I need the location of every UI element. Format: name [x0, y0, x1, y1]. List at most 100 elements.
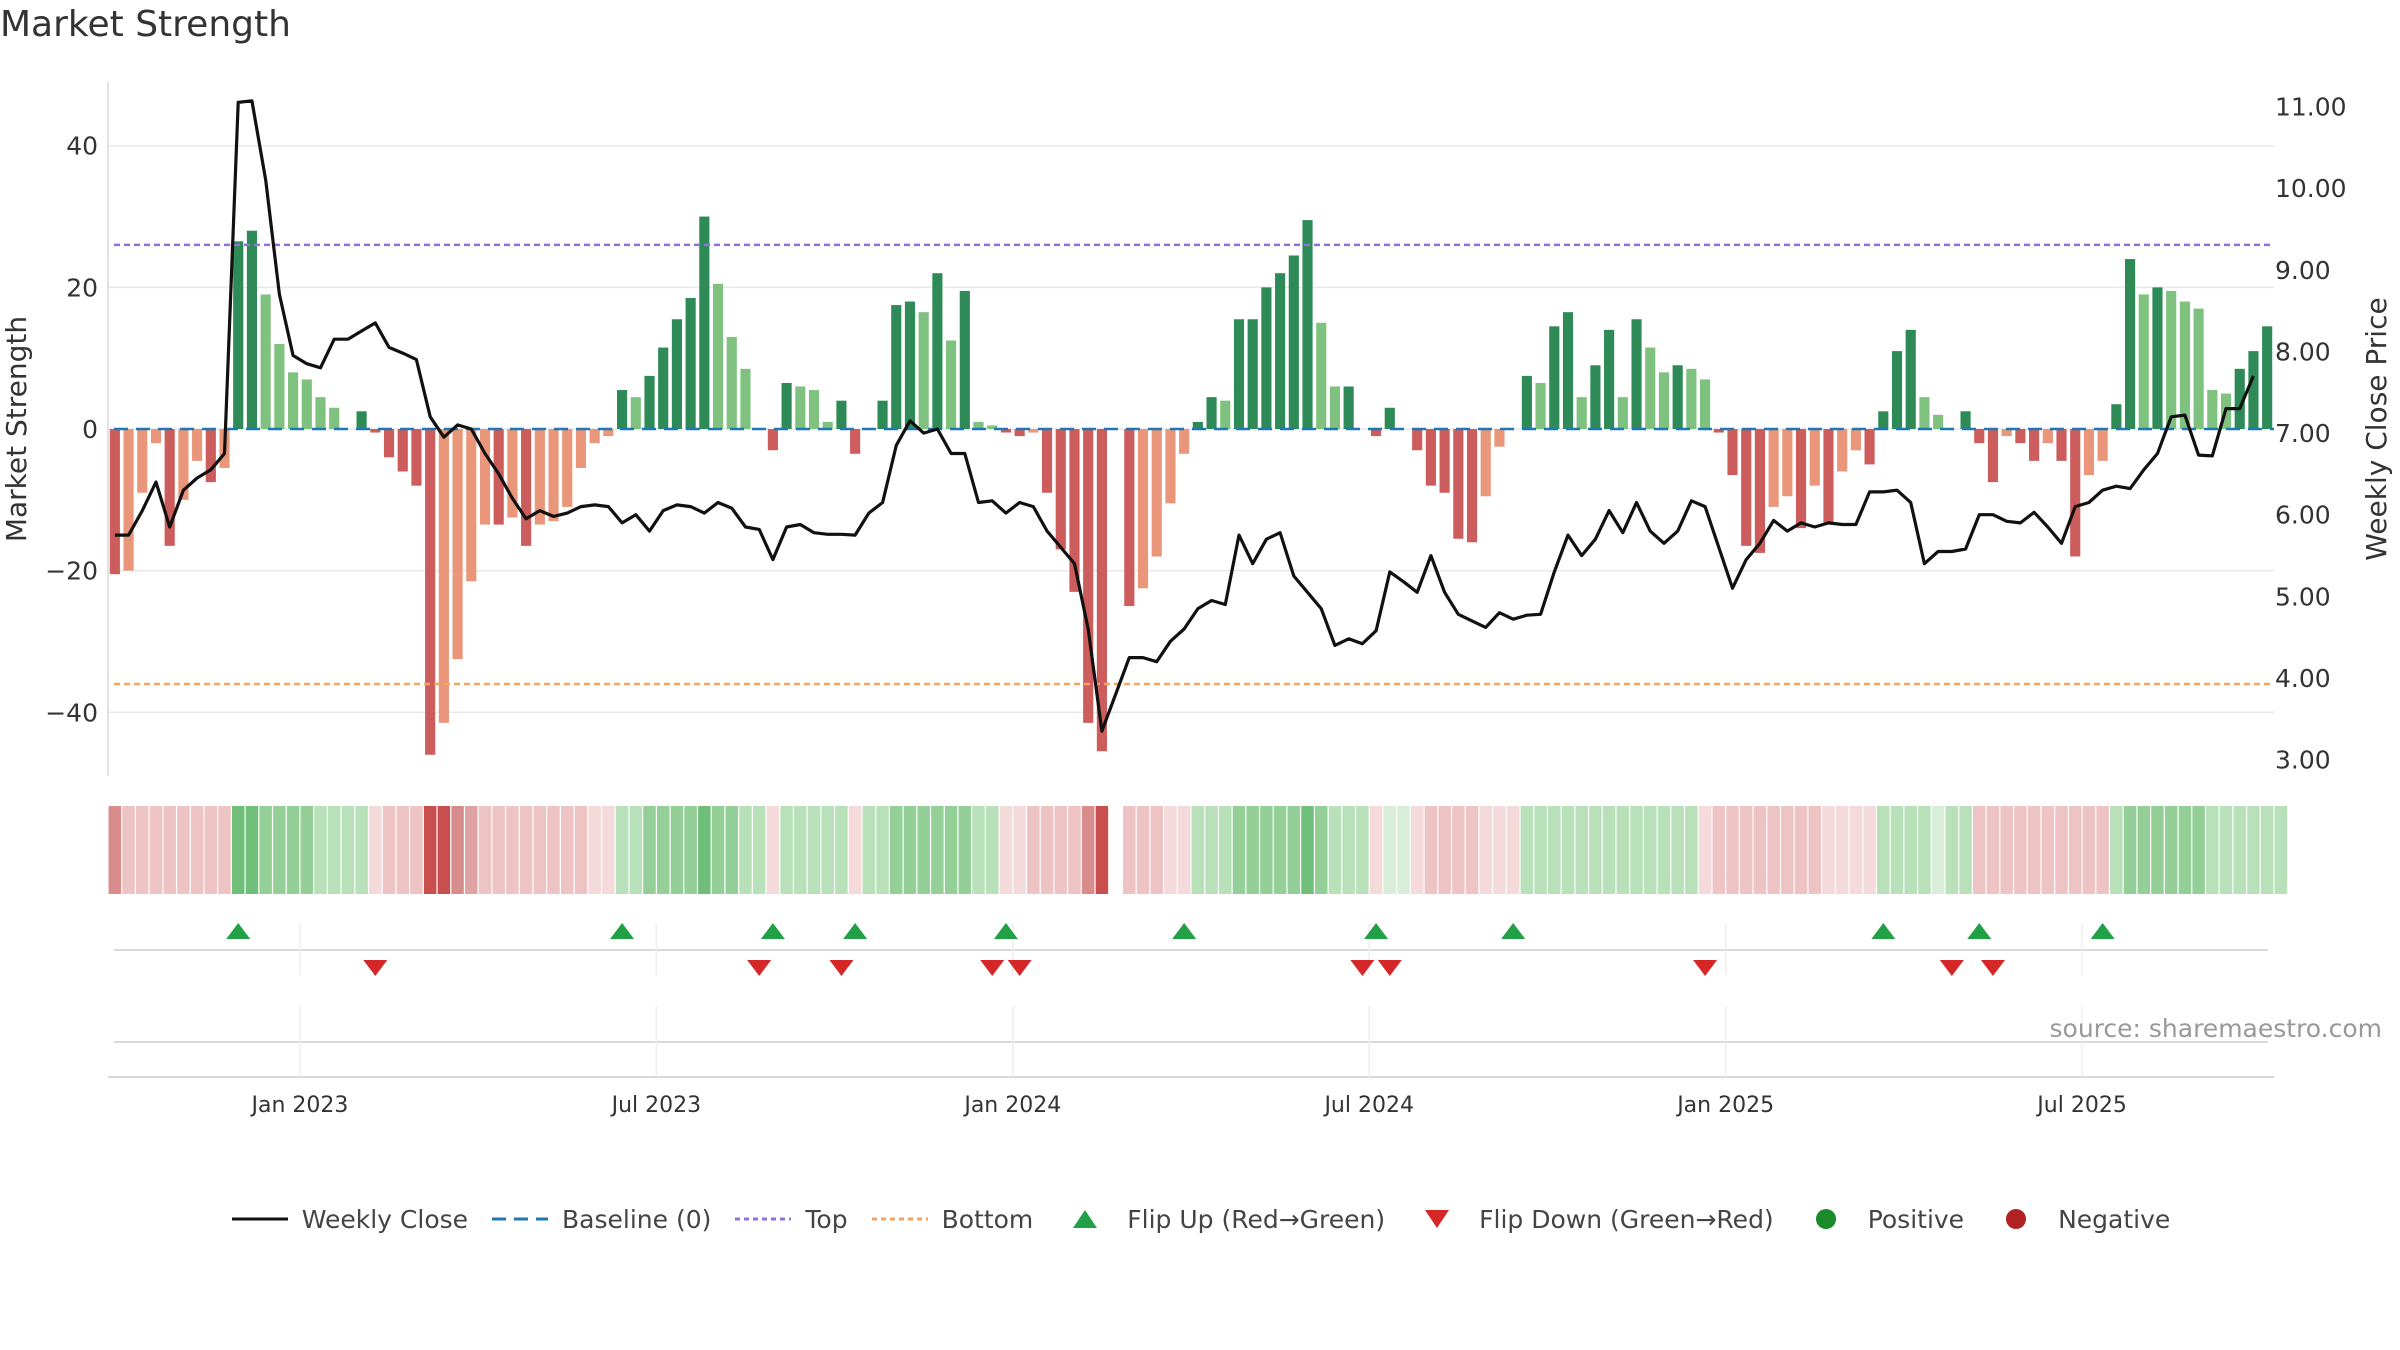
y-tick-label-right: 4.00 [2275, 664, 2331, 693]
strength-bar [1096, 429, 1107, 752]
zone-cell [876, 806, 889, 894]
zone-cell [602, 806, 615, 894]
strength-bar [1645, 347, 1656, 429]
strength-bar [1275, 273, 1286, 429]
y-tick-label-left: −20 [45, 557, 98, 586]
flip-down-marker [980, 960, 1005, 976]
strength-bar [1878, 411, 1889, 429]
zone-cell [1602, 806, 1616, 894]
legend-negative: Negative [1986, 1204, 2170, 1234]
zone-cell [2027, 806, 2041, 894]
strength-bar [1754, 429, 1765, 553]
strength-bar [1795, 429, 1807, 529]
legend-label: Top [805, 1204, 848, 1234]
zone-cell [2274, 806, 2288, 894]
y-axis-title-right: Weekly Close Price [2360, 297, 2393, 560]
flip-up-marker [1871, 923, 1896, 939]
y-tick-label-right: 3.00 [2275, 746, 2331, 775]
strength-bar [1658, 372, 1670, 429]
strength-bar [1933, 414, 1944, 429]
flip-down-marker [1007, 960, 1032, 976]
strength-bar [1480, 429, 1491, 497]
zone-cell [1383, 806, 1397, 894]
strength-bar [2138, 294, 2149, 429]
zone-cell [752, 806, 766, 894]
flip-up-marker [993, 923, 1018, 939]
strength-bar [1412, 429, 1423, 451]
strength-bar [2070, 429, 2081, 557]
strength-bar [178, 429, 189, 500]
zone-cell [1191, 806, 1205, 894]
weekly-close-layer [114, 99, 2255, 733]
strength-bar [1850, 429, 1861, 451]
zone-cell [1973, 806, 1986, 894]
legend-label: Positive [1867, 1204, 1965, 1234]
legend-label: Baseline (0) [562, 1204, 712, 1234]
zone-cell [903, 806, 917, 894]
zone-cell [1630, 806, 1643, 894]
legend-label: Flip Up (Red→Green) [1127, 1204, 1386, 1234]
legend-flip-up: Flip Up (Red→Green) [1055, 1204, 1385, 1234]
strength-bar [2001, 429, 2012, 437]
strength-bar [630, 397, 641, 429]
strength-bar [1179, 429, 1190, 454]
zone-cell [1904, 806, 1917, 894]
zone-cell [1081, 806, 1095, 894]
zone-cell [1493, 806, 1506, 894]
strength-bar [452, 429, 463, 660]
zone-cell [1739, 806, 1753, 894]
zone-cell [1534, 806, 1547, 894]
strength-bar [123, 429, 134, 571]
zone-cell [451, 806, 464, 894]
y-tick-label-right: 6.00 [2275, 501, 2331, 530]
zone-cell [711, 806, 725, 894]
strength-bar [205, 429, 216, 483]
zone-cell [1314, 806, 1328, 894]
zone-cell [739, 806, 752, 894]
bottom-swatch [870, 1204, 930, 1234]
zone-cell [355, 806, 368, 894]
zone-cell [766, 806, 780, 894]
strength-bar [589, 429, 600, 444]
zone-cell [821, 806, 834, 894]
flip-up-marker [843, 923, 868, 939]
flip-down-marker [363, 960, 388, 976]
strength-bar [2124, 259, 2136, 429]
strength-bar [1590, 365, 1601, 429]
strength-bars [109, 216, 2273, 755]
zone-cell [1068, 806, 1081, 894]
strength-bar [1069, 429, 1080, 592]
strength-bar [1247, 319, 1258, 429]
zone-cell [2247, 806, 2260, 894]
strength-bar [425, 429, 436, 755]
strength-bar [315, 397, 326, 429]
zone-cell [794, 806, 807, 894]
strength-bar [1028, 429, 1039, 433]
strength-bar [1974, 429, 1985, 444]
strength-bar [946, 340, 957, 429]
strength-bar [603, 429, 614, 437]
strength-bar [1384, 407, 1395, 429]
strength-bar [1206, 397, 1217, 429]
legend-label: Weekly Close [301, 1204, 469, 1234]
strength-bar [1288, 255, 1299, 429]
strength-bar [1151, 429, 1162, 557]
x-tick-label: Jul 2023 [610, 1093, 702, 1118]
zone-cell [149, 806, 163, 894]
zone-cell [245, 806, 259, 894]
strength-bar [1727, 429, 1738, 476]
strength-bar [685, 297, 696, 429]
zone-cell [2206, 806, 2219, 894]
strength-bar [808, 390, 820, 429]
strength-bar [1439, 429, 1450, 493]
zone-cell [1260, 806, 1273, 894]
zone-cell [615, 806, 629, 894]
strength-bar [1261, 287, 1272, 429]
zone-cell [1177, 806, 1191, 894]
strength-bar [479, 429, 491, 525]
zone-cell [1945, 806, 1959, 894]
strength-bar [2193, 308, 2204, 429]
flip-down-marker [1939, 960, 1964, 976]
zone-cell [2096, 806, 2109, 894]
strength-bar [1549, 326, 1560, 429]
